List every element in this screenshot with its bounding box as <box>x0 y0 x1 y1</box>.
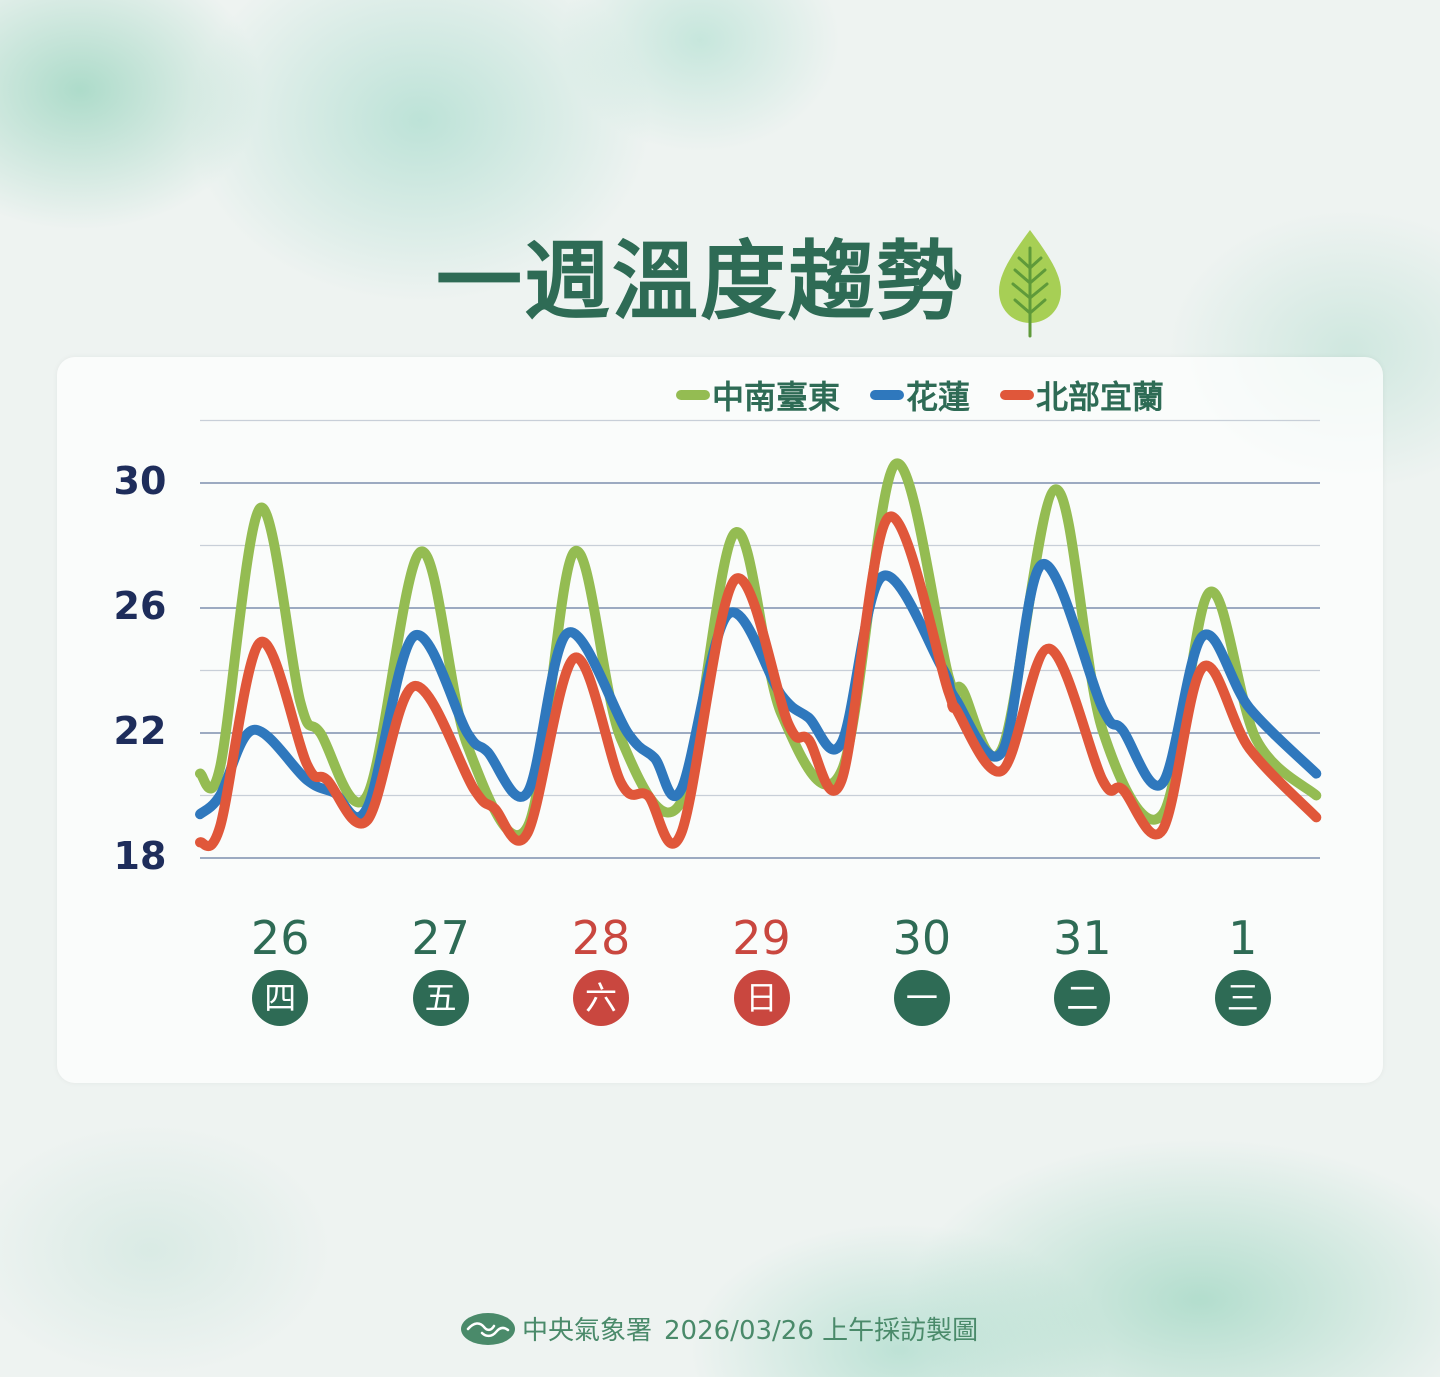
weekday-badge: 六 <box>573 970 630 1026</box>
legend-label: 北部宜蘭 <box>1036 378 1165 416</box>
x-day-label: 28 六 <box>551 912 651 1026</box>
footer: 中央氣象署 2026/03/26 上午採訪製圖 <box>460 1310 978 1347</box>
chart-legend: 中南臺東 花蓮 北部宜蘭 <box>676 372 1164 418</box>
x-day-label: 31 二 <box>1032 912 1132 1026</box>
weekday-badge: 四 <box>252 970 309 1026</box>
y-tick-label: 26 <box>113 584 167 628</box>
legend-swatch <box>676 390 710 400</box>
date-label: 27 <box>411 911 470 965</box>
legend-item-south-east: 中南臺東 <box>676 372 840 418</box>
series-line-1 <box>195 559 1322 823</box>
x-day-label: 29 日 <box>712 912 812 1026</box>
date-label: 26 <box>250 911 310 965</box>
y-tick-label: 22 <box>113 709 167 753</box>
date-label: 29 <box>732 911 791 965</box>
y-tick-label: 18 <box>113 834 167 878</box>
legend-label: 中南臺東 <box>712 378 841 416</box>
legend-item-north-yilan: 北部宜蘭 <box>1000 372 1164 418</box>
x-day-label: 27 五 <box>391 912 491 1026</box>
weekday-badge: 日 <box>733 970 790 1026</box>
x-day-label: 30 一 <box>872 912 972 1026</box>
chart-card <box>57 357 1383 1083</box>
legend-swatch <box>870 390 905 400</box>
legend-item-hualien: 花蓮 <box>870 372 970 418</box>
page-title: 一週溫度趨勢 <box>436 232 964 332</box>
footer-agency: 中央氣象署 <box>522 1316 653 1346</box>
legend-label: 花蓮 <box>906 378 971 416</box>
cwa-logo-icon <box>461 1312 515 1345</box>
legend-swatch <box>1000 390 1035 400</box>
date-label: 28 <box>571 911 631 965</box>
weekday-badge: 三 <box>1214 970 1271 1026</box>
weekday-badge: 一 <box>893 970 950 1026</box>
date-label: 31 <box>1053 911 1112 965</box>
weekday-badge: 二 <box>1054 970 1111 1026</box>
date-label: 1 <box>1228 911 1258 965</box>
y-tick-label: 30 <box>113 459 167 503</box>
weekday-badge: 五 <box>412 970 469 1026</box>
date-label: 30 <box>892 911 952 965</box>
x-day-label: 26 四 <box>230 912 330 1026</box>
footer-text: 2026/03/26 上午採訪製圖 <box>664 1316 979 1346</box>
leaf-icon <box>999 230 1061 338</box>
